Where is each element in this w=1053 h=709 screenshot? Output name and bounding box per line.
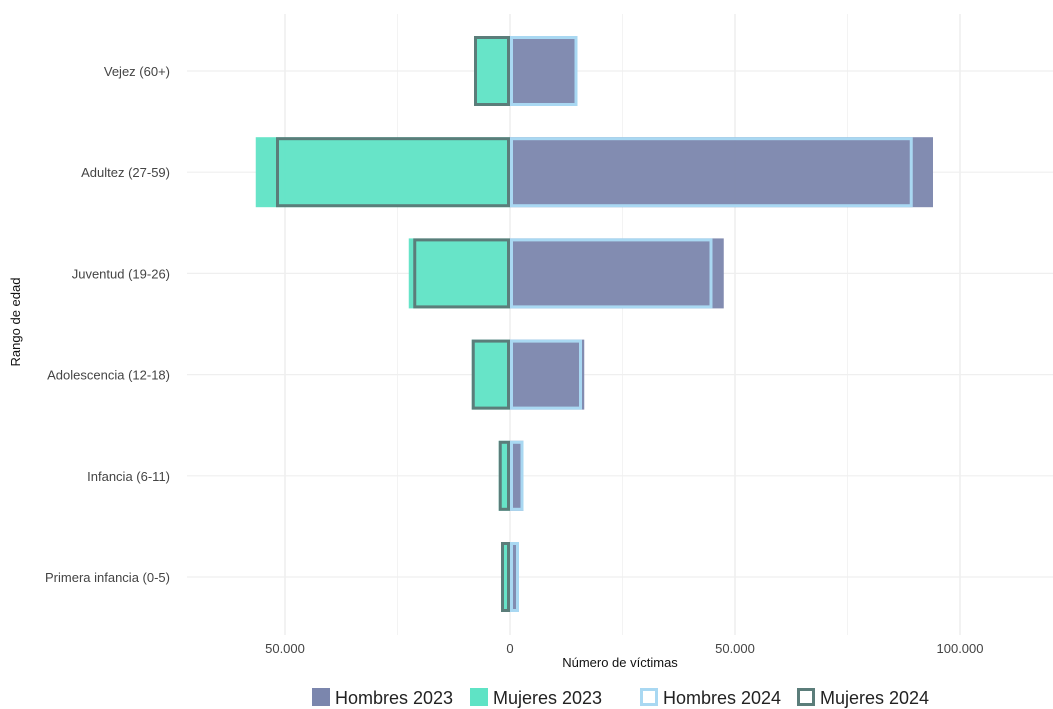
bar-mujeres-2023 xyxy=(408,238,510,309)
x-tick-label: 100.000 xyxy=(937,641,984,656)
y-tick-label: Vejez (60+) xyxy=(104,64,170,79)
legend: Hombres 2023 Mujeres 2023 Hombres 2024 Muje… xyxy=(312,688,929,708)
bar-mujeres-2024 xyxy=(498,440,510,511)
legend-swatch-mujeres-2024 xyxy=(797,688,815,706)
bar-hombres-2023 xyxy=(510,542,517,612)
x-tick-labels: 50.000 0 50.000 100.000 xyxy=(265,641,983,656)
y-tick-labels: Vejez (60+) Adultez (27-59) Juventud (19-2… xyxy=(45,64,170,585)
y-tick-label: Adolescencia (12-18) xyxy=(47,368,170,383)
bar-hombres-2023 xyxy=(510,339,585,410)
legend-label-mujeres-2024: Mujeres 2024 xyxy=(820,688,929,708)
legend-label-mujeres-2023: Mujeres 2023 xyxy=(493,688,602,708)
bar-mujeres-2024 xyxy=(276,137,510,208)
bar-mujeres-2024 xyxy=(501,542,510,612)
bar-mujeres-2023 xyxy=(498,440,510,511)
bars xyxy=(255,36,933,612)
y-tick-label: Primera infancia (0-5) xyxy=(45,570,170,585)
y-axis-title: Rango de edad xyxy=(8,278,23,367)
bar-mujeres-2023 xyxy=(474,36,510,106)
x-tick-label: 50.000 xyxy=(265,641,305,656)
x-axis-title: Número de víctimas xyxy=(562,655,678,670)
bar-hombres-2024 xyxy=(510,36,578,106)
bar-hombres-2024 xyxy=(510,339,582,410)
bar-mujeres-2024 xyxy=(471,339,510,410)
legend-label-hombres-2024: Hombres 2024 xyxy=(663,688,781,708)
legend-swatch-hombres-2023 xyxy=(312,688,330,706)
grid xyxy=(187,14,1053,635)
x-tick-label: 0 xyxy=(506,641,513,656)
legend-swatch-mujeres-2023 xyxy=(470,688,488,706)
bar-hombres-2023 xyxy=(510,137,933,208)
bar-mujeres-2024 xyxy=(413,238,510,309)
bar-hombres-2024 xyxy=(510,137,913,208)
bar-hombres-2023 xyxy=(510,238,724,309)
bar-mujeres-2023 xyxy=(503,542,510,612)
bar-hombres-2023 xyxy=(510,36,578,106)
y-tick-label: Adultez (27-59) xyxy=(81,165,170,180)
bar-mujeres-2023 xyxy=(471,339,510,410)
x-tick-label: 50.000 xyxy=(715,641,755,656)
bar-hombres-2024 xyxy=(510,542,519,612)
bar-hombres-2023 xyxy=(510,440,524,511)
y-tick-label: Infancia (6-11) xyxy=(87,469,170,484)
bar-mujeres-2023 xyxy=(255,137,510,208)
legend-label-hombres-2023: Hombres 2023 xyxy=(335,688,453,708)
legend-swatch-hombres-2024 xyxy=(640,688,658,706)
y-tick-label: Juventud (19-26) xyxy=(72,266,170,281)
bar-mujeres-2024 xyxy=(474,36,510,106)
bar-hombres-2024 xyxy=(510,238,713,309)
bar-hombres-2024 xyxy=(510,440,524,511)
